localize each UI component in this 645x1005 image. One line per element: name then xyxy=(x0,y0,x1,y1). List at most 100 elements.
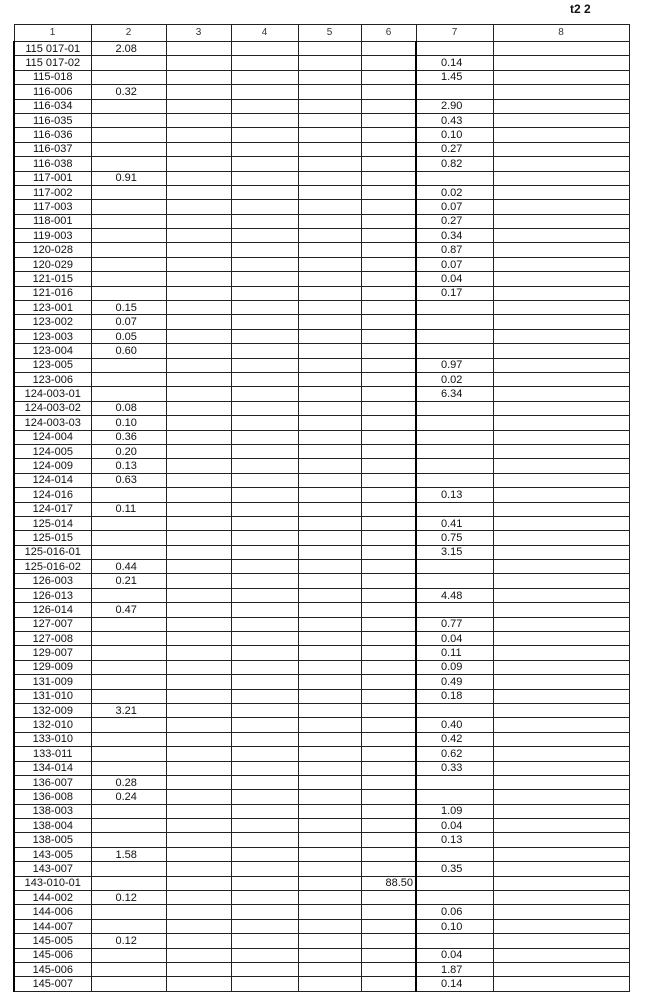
value-cell xyxy=(90,127,167,143)
value-cell xyxy=(360,861,417,877)
value-cell xyxy=(415,559,494,575)
table-row: 117-002 0.02 xyxy=(13,184,630,201)
value-cell xyxy=(492,890,630,906)
value-cell xyxy=(360,170,417,186)
value-cell xyxy=(165,947,232,964)
value-cell xyxy=(492,818,630,834)
value-cell xyxy=(415,443,494,460)
value-cell xyxy=(90,631,167,647)
row-id-cell: 123-001 xyxy=(13,300,92,316)
value-cell xyxy=(415,789,494,805)
table-row: 121-016 0.17 xyxy=(13,285,630,302)
value-cell xyxy=(230,918,299,935)
value-cell: 6.34 xyxy=(415,386,494,402)
table-row: 124-014 0.63 xyxy=(13,472,630,489)
value-cell xyxy=(165,875,232,892)
value-cell xyxy=(360,731,417,748)
table-row: 138-003 1.09 xyxy=(13,803,630,820)
table-row: 132-009 3.21 xyxy=(13,702,630,719)
value-cell xyxy=(230,98,299,114)
value-cell xyxy=(360,184,417,201)
value-cell xyxy=(492,688,630,704)
value-cell xyxy=(230,674,299,690)
value-cell: 0.10 xyxy=(415,918,494,935)
value-cell xyxy=(297,472,362,489)
value-cell xyxy=(165,530,232,546)
value-cell: 1.58 xyxy=(90,846,167,863)
value-cell xyxy=(492,961,630,978)
value-cell: 0.35 xyxy=(415,861,494,877)
value-cell xyxy=(297,501,362,517)
table-row: 143-005 1.58 xyxy=(13,846,630,863)
table-row: 127-008 0.04 xyxy=(13,631,630,647)
value-cell xyxy=(492,69,630,86)
row-id-cell: 126-003 xyxy=(13,573,92,589)
value-cell: 0.60 xyxy=(90,343,167,359)
table-row: 133-011 0.62 xyxy=(13,746,630,762)
value-cell xyxy=(297,112,362,129)
value-cell: 0.34 xyxy=(415,228,494,244)
table-row: 145-006 0.04 xyxy=(13,947,630,964)
value-cell xyxy=(360,515,417,532)
value-cell xyxy=(297,659,362,676)
value-cell xyxy=(360,228,417,244)
value-cell xyxy=(492,127,630,143)
value-cell xyxy=(360,256,417,273)
row-id-cell: 124-003-02 xyxy=(13,400,92,417)
value-cell xyxy=(165,300,232,316)
row-id-cell: 138-003 xyxy=(13,803,92,820)
row-id-cell: 123-005 xyxy=(13,357,92,373)
row-id-cell: 124-005 xyxy=(13,443,92,460)
value-cell xyxy=(492,861,630,877)
value-cell xyxy=(230,702,299,719)
value-cell xyxy=(230,213,299,230)
table-row: 145-006 1.87 xyxy=(13,961,630,978)
table-row: 116-034 2.90 xyxy=(13,98,630,114)
value-cell xyxy=(230,717,299,733)
value-cell xyxy=(90,832,167,848)
value-cell xyxy=(90,228,167,244)
value-cell xyxy=(90,256,167,273)
table-row: 116-035 0.43 xyxy=(13,112,630,129)
value-cell: 0.14 xyxy=(415,976,494,992)
value-cell xyxy=(297,400,362,417)
value-cell xyxy=(492,515,630,532)
value-cell xyxy=(297,961,362,978)
value-cell xyxy=(165,904,232,920)
value-cell xyxy=(297,371,362,388)
row-id-cell: 144-006 xyxy=(13,904,92,920)
value-cell xyxy=(297,213,362,230)
value-cell xyxy=(165,789,232,805)
value-cell xyxy=(415,400,494,417)
value-cell: 0.32 xyxy=(90,84,167,100)
value-cell xyxy=(230,731,299,748)
value-cell: 0.13 xyxy=(90,458,167,474)
value-cell xyxy=(90,746,167,762)
table-row: 132-010 0.40 xyxy=(13,717,630,733)
value-cell: 0.07 xyxy=(415,199,494,215)
value-cell xyxy=(360,717,417,733)
value-cell xyxy=(492,156,630,172)
row-id-cell: 120-029 xyxy=(13,256,92,273)
value-cell xyxy=(230,170,299,186)
value-cell xyxy=(165,40,232,57)
value-cell xyxy=(90,587,167,604)
row-id-cell: 116-035 xyxy=(13,112,92,129)
value-cell xyxy=(492,702,630,719)
value-cell xyxy=(297,141,362,158)
row-id-cell: 132-009 xyxy=(13,702,92,719)
value-cell xyxy=(492,559,630,575)
value-cell xyxy=(230,631,299,647)
value-cell: 2.08 xyxy=(90,40,167,57)
value-cell xyxy=(415,170,494,186)
value-cell xyxy=(230,271,299,287)
value-cell xyxy=(165,861,232,877)
value-cell xyxy=(90,530,167,546)
row-id-cell: 145-005 xyxy=(13,933,92,949)
value-cell xyxy=(297,256,362,273)
value-cell xyxy=(297,69,362,86)
table-row: 143-010-01 88.50 xyxy=(13,875,630,892)
value-cell xyxy=(415,602,494,618)
value-cell xyxy=(360,674,417,690)
value-cell xyxy=(297,544,362,561)
